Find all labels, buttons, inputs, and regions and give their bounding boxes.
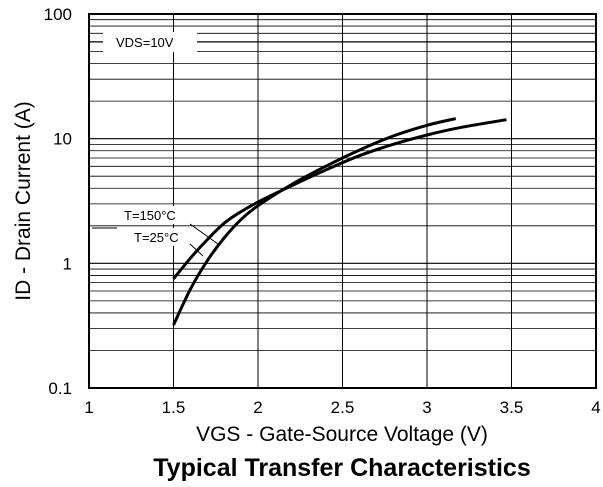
x-tick-labels: 1 1.5 2 2.5 3 3.5 4 xyxy=(84,398,600,417)
x-axis-title: VGS - Gate-Source Voltage (V) xyxy=(196,423,488,446)
plot-frame xyxy=(88,13,597,389)
y-tick-label: 100 xyxy=(44,5,72,24)
x-tick-label: 3.5 xyxy=(500,398,524,417)
x-tick-label: 2.5 xyxy=(331,398,355,417)
y-tick-label: 1 xyxy=(63,254,72,273)
vds-label-bg xyxy=(103,32,197,52)
x-tick-label: 4 xyxy=(591,398,600,417)
series-line-t25 xyxy=(172,117,457,326)
x-tick-label: 2 xyxy=(253,398,262,417)
x-tick-label: 1.5 xyxy=(162,398,186,417)
t150-annotation: T=150°C xyxy=(124,208,176,223)
y-tick-label: 0.1 xyxy=(48,379,72,398)
chart-caption: Typical Transfer Characteristics xyxy=(153,454,531,482)
t25-label-bg xyxy=(129,228,195,246)
y-tick-labels: 0.1 1 10 100 xyxy=(44,5,72,398)
y-tick-label: 10 xyxy=(53,130,72,149)
vds-annotation: VDS=10V xyxy=(116,35,174,50)
series-line-t150 xyxy=(172,118,507,280)
data-series xyxy=(172,117,507,326)
t25-leader xyxy=(189,243,204,257)
y-axis-title: ID - Drain Current (A) xyxy=(12,101,35,301)
annotations: VDS=10V T=150°C T=25°C xyxy=(89,32,596,257)
grid-lines xyxy=(89,14,596,388)
t150-leader xyxy=(189,223,219,245)
x-tick-label: 1 xyxy=(84,398,93,417)
x-tick-label: 3 xyxy=(422,398,431,417)
t25-annotation: T=25°C xyxy=(134,230,179,245)
t150-label-bg xyxy=(118,206,194,224)
